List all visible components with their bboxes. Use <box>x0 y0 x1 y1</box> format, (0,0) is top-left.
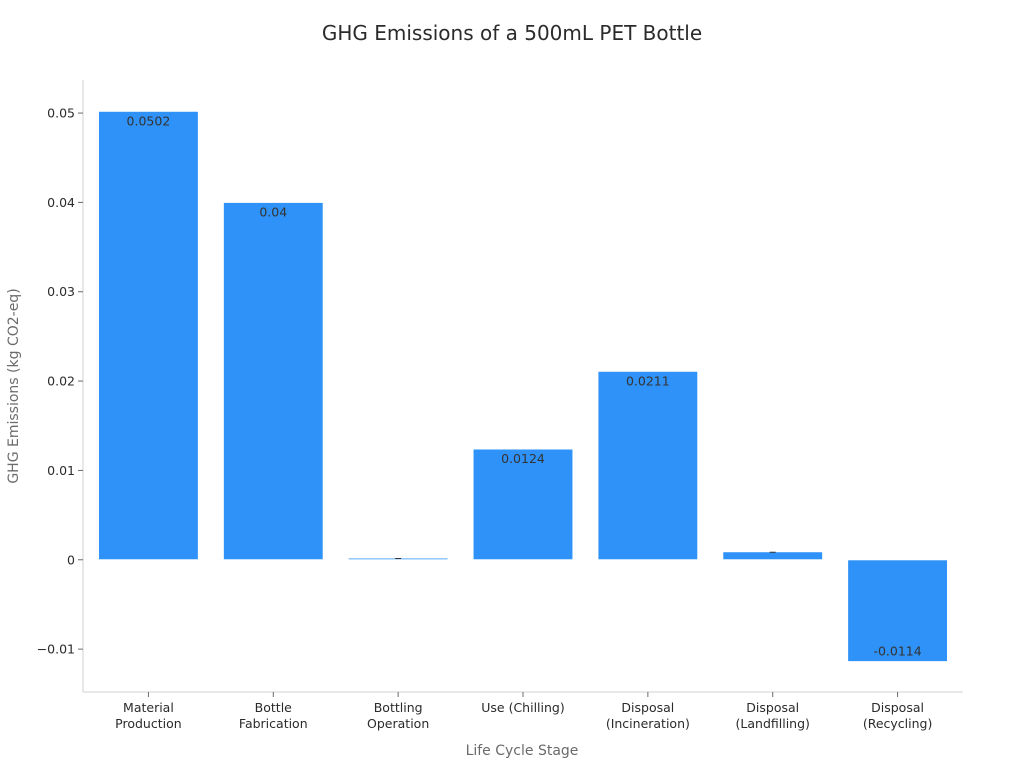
bars-group <box>97 110 949 663</box>
bar <box>597 370 699 561</box>
data-label: 0.04 <box>259 204 287 219</box>
bar <box>847 559 949 663</box>
chart-title: GHG Emissions of a 500mL PET Bottle <box>322 21 702 45</box>
bar <box>472 448 574 561</box>
y-tick-label: 0.04 <box>47 195 75 210</box>
bar <box>722 551 824 561</box>
y-axis-ticks: −0.01 0 0.01 0.02 0.03 0.04 0.05 <box>37 106 83 657</box>
x-tick-label: Bottling Operation <box>367 700 429 731</box>
x-tick-label: Disposal (Landfilling) <box>736 700 810 731</box>
data-label: 0.0211 <box>626 373 670 388</box>
y-tick-label: −0.01 <box>37 642 75 657</box>
y-axis-label: GHG Emissions (kg CO2-eq) <box>6 288 22 483</box>
y-tick-label: 0 <box>67 552 75 567</box>
y-tick-label: 0.03 <box>47 284 75 299</box>
y-tick-label: 0.02 <box>47 374 75 389</box>
data-label: 0.0124 <box>501 451 545 466</box>
bar <box>97 110 199 561</box>
bar <box>222 201 324 561</box>
data-label: -0.0114 <box>873 644 921 659</box>
y-tick-label: 0.05 <box>47 106 75 121</box>
x-tick-label: Bottle Fabrication <box>239 700 308 731</box>
data-labels-group: 0.0502 0.04 0.0124 0.0211 -0.0114 <box>127 113 922 658</box>
data-label: 0.0502 <box>127 113 171 128</box>
x-tick-label: Disposal (Recycling) <box>863 700 933 731</box>
x-tick-label: Material Production <box>115 700 182 731</box>
x-tick-label: Disposal (Incineration) <box>606 700 690 731</box>
x-tick-label: Use (Chilling) <box>481 700 564 715</box>
x-axis-categories: Material Production Bottle Fabrication Bottl… <box>115 692 932 731</box>
y-tick-label: 0.01 <box>47 463 75 478</box>
x-axis-label: Life Cycle Stage <box>466 743 579 759</box>
